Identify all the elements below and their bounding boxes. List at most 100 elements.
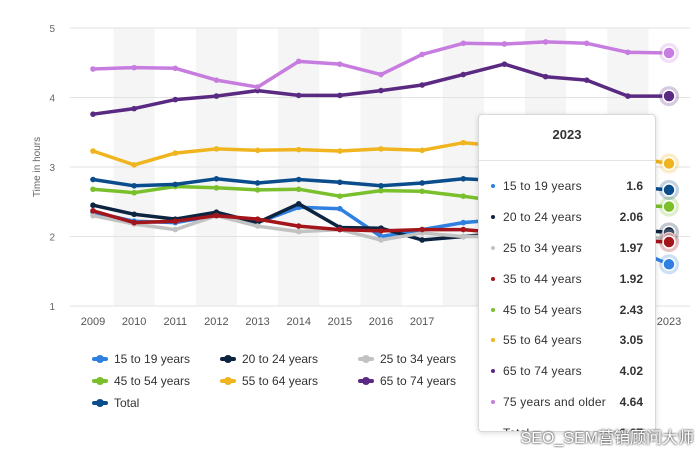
data-point[interactable] xyxy=(295,146,302,153)
data-point[interactable] xyxy=(172,96,179,103)
data-point[interactable] xyxy=(419,82,425,88)
data-point[interactable] xyxy=(337,179,343,186)
data-point[interactable] xyxy=(625,49,631,56)
data-point[interactable] xyxy=(90,111,96,117)
data-point[interactable] xyxy=(501,61,508,67)
data-point[interactable] xyxy=(295,201,302,207)
data-point[interactable] xyxy=(460,71,467,78)
series-dot-icon xyxy=(491,399,495,404)
data-point[interactable] xyxy=(254,147,261,154)
data-point[interactable] xyxy=(131,189,137,196)
data-point[interactable] xyxy=(378,146,384,152)
data-point[interactable] xyxy=(131,182,137,189)
data-point[interactable] xyxy=(419,226,425,233)
data-point[interactable] xyxy=(460,226,467,233)
data-point[interactable] xyxy=(378,71,384,78)
tooltip-series-value: 1.97 xyxy=(619,240,643,255)
data-point[interactable] xyxy=(662,89,676,103)
data-point[interactable] xyxy=(419,147,425,154)
data-point[interactable] xyxy=(542,73,549,80)
data-point[interactable] xyxy=(172,150,179,156)
data-point[interactable] xyxy=(662,183,676,197)
data-point[interactable] xyxy=(337,61,343,67)
data-point[interactable] xyxy=(542,39,549,45)
data-point[interactable] xyxy=(419,188,425,195)
data-point[interactable] xyxy=(213,93,220,99)
data-point[interactable] xyxy=(172,181,179,188)
data-point[interactable] xyxy=(337,148,343,154)
tooltip-row: 45 to 54 years 2.43 xyxy=(479,294,655,325)
data-point[interactable] xyxy=(213,185,220,191)
data-point[interactable] xyxy=(131,219,137,226)
data-point[interactable] xyxy=(460,219,467,226)
data-point[interactable] xyxy=(419,51,425,58)
legend-item[interactable]: 20 to 24 years xyxy=(220,352,318,366)
data-point[interactable] xyxy=(295,176,302,183)
data-point[interactable] xyxy=(378,182,384,189)
data-point[interactable] xyxy=(295,58,302,65)
tooltip-series-value: 2.06 xyxy=(619,210,643,225)
data-point[interactable] xyxy=(172,226,179,233)
data-point[interactable] xyxy=(295,223,302,229)
legend-item[interactable]: Total xyxy=(92,396,139,410)
data-point[interactable] xyxy=(662,235,676,249)
tooltip-divider xyxy=(479,160,655,161)
data-point[interactable] xyxy=(460,139,467,146)
data-point[interactable] xyxy=(583,40,590,47)
data-point[interactable] xyxy=(460,233,467,240)
data-point[interactable] xyxy=(378,87,384,94)
data-point[interactable] xyxy=(378,187,384,194)
data-point[interactable] xyxy=(460,40,467,47)
legend-item[interactable]: 65 to 74 years xyxy=(358,374,456,388)
data-point[interactable] xyxy=(662,156,676,171)
data-point[interactable] xyxy=(213,146,220,152)
data-point[interactable] xyxy=(213,77,220,83)
data-point[interactable] xyxy=(254,187,261,193)
data-point[interactable] xyxy=(213,212,220,219)
data-point[interactable] xyxy=(295,186,302,193)
data-point[interactable] xyxy=(172,65,179,72)
data-point[interactable] xyxy=(460,193,467,199)
data-point[interactable] xyxy=(131,211,137,218)
data-point[interactable] xyxy=(131,64,137,71)
data-point[interactable] xyxy=(254,180,261,186)
series-dot-icon xyxy=(491,184,495,189)
data-point[interactable] xyxy=(90,66,96,72)
data-point[interactable] xyxy=(662,199,676,214)
data-point[interactable] xyxy=(662,46,676,60)
data-point[interactable] xyxy=(254,84,261,90)
data-point[interactable] xyxy=(90,176,96,183)
x-tick-label: 2016 xyxy=(369,316,393,328)
data-point[interactable] xyxy=(378,228,384,234)
legend-item[interactable]: 45 to 54 years xyxy=(92,374,190,388)
data-point[interactable] xyxy=(625,93,631,99)
data-point[interactable] xyxy=(662,257,676,272)
data-point[interactable] xyxy=(419,180,425,186)
data-point[interactable] xyxy=(90,148,96,154)
data-point[interactable] xyxy=(419,237,425,243)
series-dot-icon xyxy=(491,215,495,220)
data-point[interactable] xyxy=(460,176,467,182)
legend-item[interactable]: 15 to 19 years xyxy=(92,352,190,366)
data-point[interactable] xyxy=(90,212,96,219)
data-point[interactable] xyxy=(295,92,302,99)
data-point[interactable] xyxy=(501,41,508,47)
data-point[interactable] xyxy=(90,202,96,209)
data-point[interactable] xyxy=(131,105,137,112)
data-point[interactable] xyxy=(213,176,220,182)
data-point[interactable] xyxy=(295,228,302,235)
data-point[interactable] xyxy=(90,207,96,214)
data-point[interactable] xyxy=(583,77,590,83)
data-point[interactable] xyxy=(131,162,137,168)
legend-item[interactable]: 55 to 64 years xyxy=(220,374,318,388)
legend-item[interactable]: 25 to 34 years xyxy=(358,352,456,366)
data-point[interactable] xyxy=(337,226,343,233)
data-point[interactable] xyxy=(337,205,343,212)
data-point[interactable] xyxy=(254,216,261,222)
data-point[interactable] xyxy=(172,218,179,225)
data-point[interactable] xyxy=(337,92,343,99)
data-point[interactable] xyxy=(378,237,384,243)
data-point[interactable] xyxy=(90,186,96,193)
data-point[interactable] xyxy=(254,223,261,229)
data-point[interactable] xyxy=(337,193,343,199)
